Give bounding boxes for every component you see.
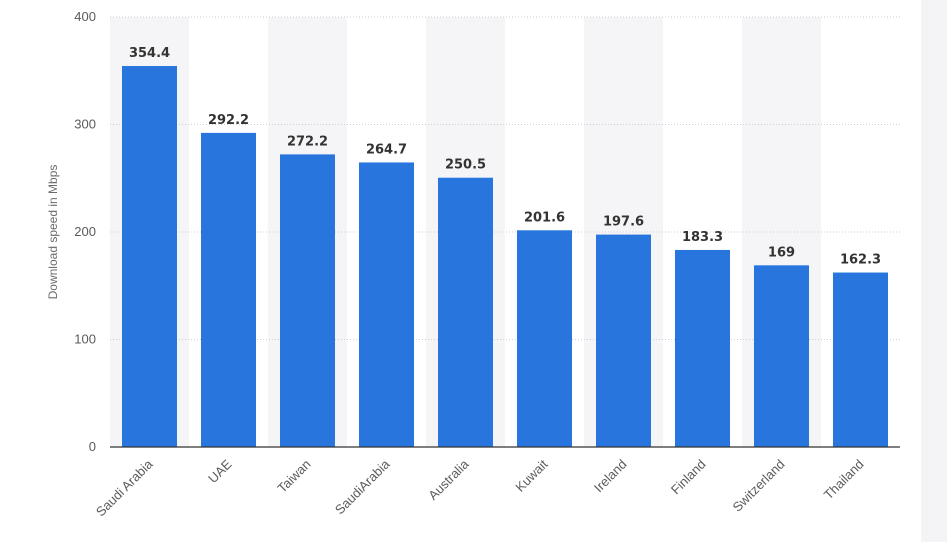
data-label: 250.5: [445, 158, 486, 173]
bar[interactable]: [754, 265, 809, 447]
data-label: 264.7: [366, 142, 407, 157]
data-label: 183.3: [682, 230, 723, 245]
bar[interactable]: [280, 154, 335, 447]
x-tick-label: Saudi Arabia: [93, 456, 156, 519]
x-tick-label: UAE: [205, 456, 235, 486]
y-tick-label: 200: [74, 224, 96, 239]
bar[interactable]: [438, 177, 493, 447]
bar-chart: 0 100 200 300 400 Download speed in Mbps 354…: [46, 9, 900, 519]
y-tick-label: 300: [74, 117, 96, 132]
data-label: 169: [768, 245, 795, 260]
bars: [122, 66, 888, 448]
data-label: 272.2: [287, 134, 328, 149]
data-label: 201.6: [524, 210, 565, 225]
data-label: 162.3: [840, 253, 881, 268]
data-labels: 354.4 292.2 272.2 264.7 250.5 201.6 197.6 183.3…: [129, 46, 881, 268]
y-axis-label: Download speed in Mbps: [46, 165, 60, 300]
y-tick-label: 100: [74, 332, 96, 347]
bar[interactable]: [596, 234, 651, 447]
x-axis-labels: Saudi Arabia UAE Taiwan SaudiArabia Australi…: [93, 456, 867, 519]
x-tick-label: Australia: [425, 456, 472, 503]
right-scroll-strip: [921, 0, 947, 542]
x-tick-label: SaudiArabia: [332, 456, 393, 517]
x-tick-label: Finland: [668, 457, 709, 498]
bar[interactable]: [201, 132, 256, 447]
data-label: 354.4: [129, 46, 170, 61]
x-tick-label: Thailand: [821, 457, 867, 503]
bar[interactable]: [122, 66, 177, 448]
y-axis-ticks: 0 100 200 300 400: [74, 9, 96, 454]
data-label: 292.2: [208, 113, 249, 128]
bar[interactable]: [675, 249, 730, 447]
y-tick-label: 0: [89, 439, 96, 454]
bar[interactable]: [517, 230, 572, 447]
x-tick-label: Taiwan: [274, 457, 313, 496]
bar[interactable]: [359, 162, 414, 447]
x-tick-label: Switzerland: [729, 457, 787, 515]
x-tick-label: Ireland: [591, 457, 630, 496]
data-label: 197.6: [603, 215, 644, 230]
bar[interactable]: [833, 272, 888, 447]
x-tick-label: Kuwait: [512, 456, 550, 494]
y-tick-label: 400: [74, 9, 96, 24]
